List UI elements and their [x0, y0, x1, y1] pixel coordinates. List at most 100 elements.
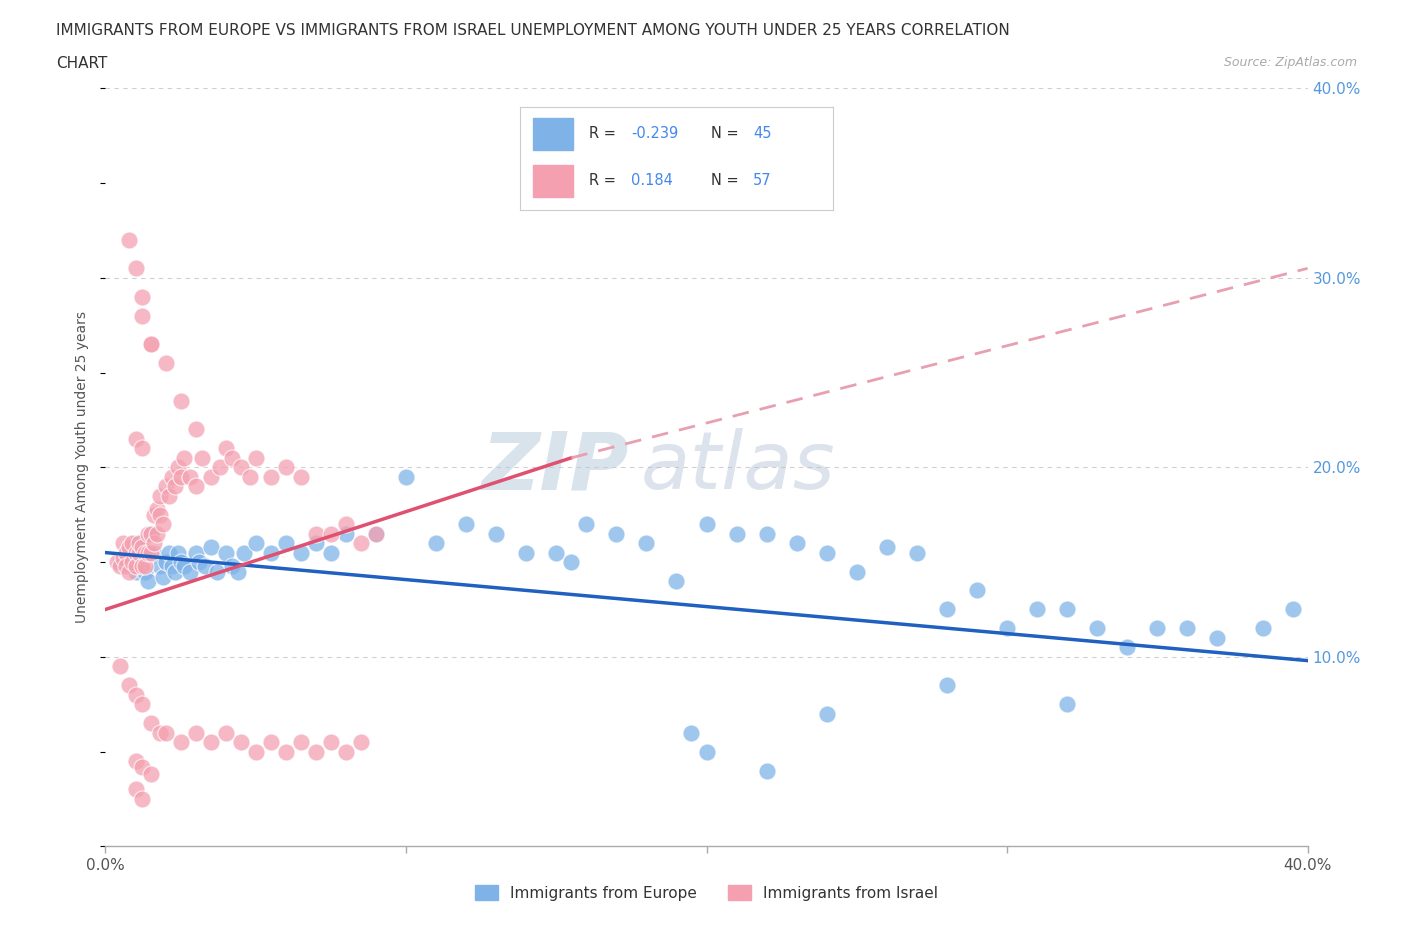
Point: [148, 725, 170, 740]
Point: [214, 545, 236, 560]
Point: [575, 517, 598, 532]
Point: [118, 539, 141, 554]
Point: [128, 536, 150, 551]
Point: [245, 536, 267, 551]
Point: [1116, 640, 1139, 655]
Point: [124, 558, 146, 573]
Point: [124, 432, 146, 446]
Point: [107, 554, 129, 569]
Point: [134, 545, 156, 560]
Point: [245, 744, 267, 759]
Text: CHART: CHART: [56, 56, 108, 71]
Point: [124, 261, 146, 276]
Point: [152, 570, 174, 585]
Point: [118, 545, 141, 560]
Point: [152, 517, 174, 532]
Point: [274, 536, 297, 551]
Point: [239, 470, 262, 485]
Point: [179, 470, 201, 485]
Point: [335, 744, 357, 759]
Point: [136, 526, 159, 541]
Point: [118, 232, 141, 247]
Point: [995, 621, 1018, 636]
Point: [187, 554, 209, 569]
Point: [121, 536, 143, 551]
Point: [229, 460, 252, 475]
Point: [142, 545, 165, 560]
Point: [124, 565, 146, 579]
Point: [160, 558, 183, 573]
Point: [110, 558, 132, 573]
Point: [131, 558, 153, 573]
Legend: Immigrants from Europe, Immigrants from Israel: Immigrants from Europe, Immigrants from …: [470, 879, 943, 907]
Point: [1146, 621, 1168, 636]
Point: [131, 289, 153, 304]
Point: [454, 517, 477, 532]
Point: [1056, 602, 1078, 617]
Point: [214, 725, 236, 740]
Point: [173, 558, 195, 573]
Point: [115, 545, 138, 560]
Point: [515, 545, 537, 560]
Point: [184, 545, 207, 560]
Point: [139, 526, 162, 541]
Point: [1085, 621, 1108, 636]
Point: [131, 309, 153, 324]
Point: [139, 526, 162, 541]
Point: [115, 558, 138, 573]
Point: [319, 526, 342, 541]
Point: [845, 565, 868, 579]
Point: [131, 791, 153, 806]
Point: [131, 539, 153, 554]
Point: [221, 558, 243, 573]
Point: [226, 565, 249, 579]
Point: [110, 554, 132, 569]
Point: [128, 545, 150, 560]
Point: [1206, 631, 1229, 645]
Point: [1281, 602, 1303, 617]
Point: [1251, 621, 1274, 636]
Point: [755, 763, 778, 777]
Point: [260, 470, 283, 485]
Point: [131, 539, 153, 554]
Point: [131, 697, 153, 711]
Point: [966, 583, 988, 598]
Point: [134, 565, 156, 579]
Point: [155, 355, 177, 370]
Point: [485, 526, 508, 541]
Point: [274, 744, 297, 759]
Point: [208, 460, 231, 475]
Point: [335, 517, 357, 532]
Point: [131, 441, 153, 456]
Y-axis label: Unemployment Among Youth under 25 years: Unemployment Among Youth under 25 years: [76, 312, 90, 623]
Point: [1056, 697, 1078, 711]
Point: [139, 337, 162, 352]
Point: [364, 526, 387, 541]
Point: [121, 554, 143, 569]
Point: [148, 558, 170, 573]
Point: [155, 479, 177, 494]
Point: [145, 501, 167, 516]
Point: [1026, 602, 1049, 617]
Point: [142, 536, 165, 551]
Text: Source: ZipAtlas.com: Source: ZipAtlas.com: [1223, 56, 1357, 69]
Point: [815, 706, 838, 721]
Point: [232, 545, 254, 560]
Point: [350, 536, 373, 551]
Point: [335, 526, 357, 541]
Point: [184, 479, 207, 494]
Point: [134, 558, 156, 573]
Point: [200, 539, 222, 554]
Point: [200, 735, 222, 750]
Point: [1175, 621, 1198, 636]
Point: [118, 678, 141, 693]
Point: [190, 450, 212, 465]
Point: [290, 735, 312, 750]
Point: [139, 545, 162, 560]
Text: ZIP: ZIP: [481, 429, 628, 506]
Point: [725, 526, 748, 541]
Point: [546, 545, 568, 560]
Point: [139, 716, 162, 731]
Point: [665, 574, 688, 589]
Point: [124, 782, 146, 797]
